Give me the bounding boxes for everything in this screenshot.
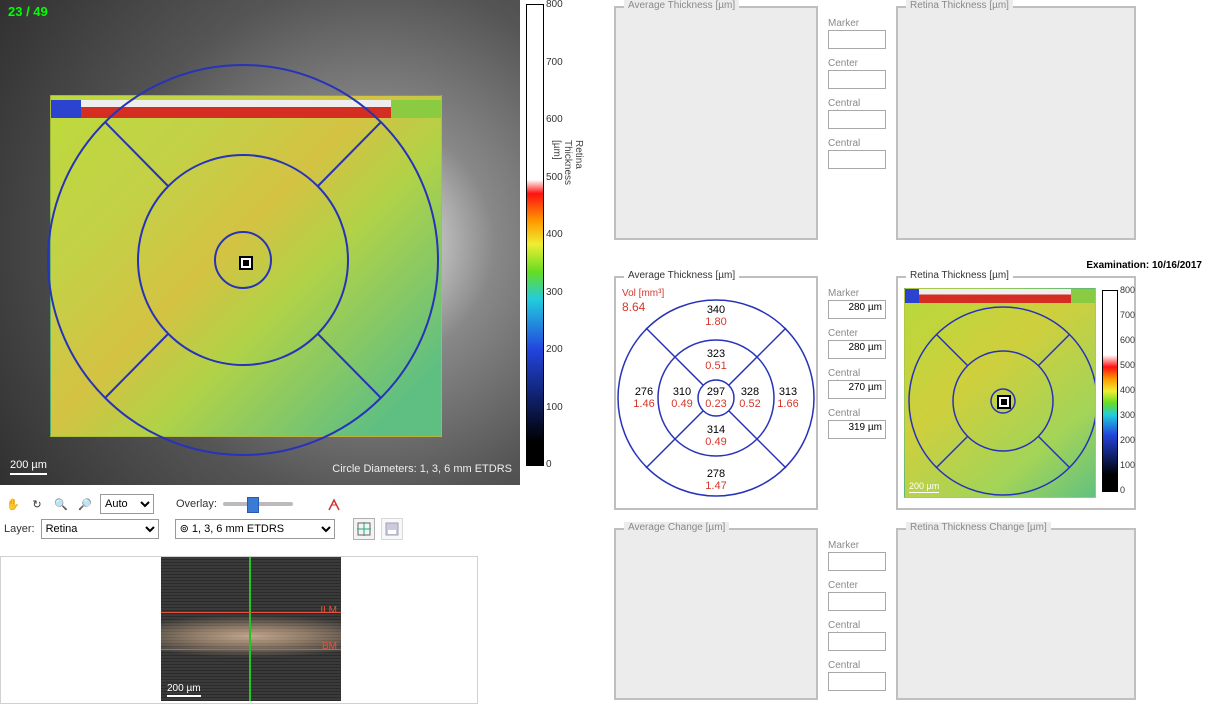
colorbar-tick: 300 [546, 287, 563, 298]
bscan-image[interactable]: ILM BM 200 µm [161, 557, 341, 701]
sector-inner_temp: 3100.49 [662, 386, 702, 410]
bscan-scale: 200 µm [167, 683, 201, 697]
fundus-main[interactable]: 23 / 49 200 µm Circle Diameters: 1 [0, 0, 520, 485]
avg-thickness-top-title: Average Thickness [µm] [624, 0, 739, 11]
sector-outer_inf: 2781.47 [696, 468, 736, 492]
colorbar-tick: 400 [546, 229, 563, 240]
retina-thickness-top-title: Retina Thickness [µm] [906, 0, 1013, 11]
avg-thickness-mid: Average Thickness [µm] Vol [mm³] [614, 276, 818, 510]
mini-fixation[interactable] [997, 395, 1011, 409]
zoom-mode-select[interactable]: Auto [100, 494, 154, 514]
avg-thickness-top: Average Thickness [µm] [614, 6, 818, 240]
avg-change-title: Average Change [µm] [624, 522, 729, 533]
mini-colorbar-tick: 700 [1120, 310, 1135, 320]
vol-value: 8.64 [622, 300, 645, 314]
meas-label-center: Center [828, 328, 858, 339]
sector-outer_temp: 2761.46 [624, 386, 664, 410]
sector-outer_sup: 3401.80 [696, 304, 736, 328]
mini-scale: 200 µm [909, 481, 939, 493]
meas-label-center: Center [828, 580, 858, 591]
zoom-out-icon[interactable]: 🔎 [76, 495, 94, 513]
thickness-heatmap [50, 95, 442, 437]
mini-colorbar-tick: 600 [1120, 335, 1135, 345]
mini-colorbar-tick: 0 [1120, 485, 1125, 495]
heatmap-scan-bar [51, 96, 441, 124]
mini-colorbar: 8007006005004003002001000 [1102, 290, 1118, 492]
retina-change-title: Retina Thickness Change [µm] [906, 522, 1051, 533]
frame-counter: 23 / 49 [8, 4, 48, 19]
layer-label: Layer: [4, 523, 35, 535]
meas-label-center: Center [828, 58, 858, 69]
zoom-in-icon[interactable]: 🔍 [52, 495, 70, 513]
overlay-slider[interactable] [223, 502, 293, 506]
colorbar-tick: 800 [546, 0, 563, 10]
toolbar: ✋ ↻ 🔍 🔎 Auto Overlay: Layer: Retina ⊚ 1,… [0, 490, 480, 552]
hand-icon[interactable]: ✋ [4, 495, 22, 513]
sector-inner_nasal: 3280.52 [730, 386, 770, 410]
meas-field-marker[interactable] [828, 30, 886, 49]
circle-diameters-note: Circle Diameters: 1, 3, 6 mm ETDRS [332, 463, 512, 475]
meas-label-marker: Marker [828, 18, 859, 29]
sector-outer_nasal: 3131.66 [768, 386, 808, 410]
scale-bar: 200 µm [10, 459, 47, 475]
examination-date: Examination: 10/16/2017 [1086, 260, 1202, 271]
branch-icon[interactable] [325, 495, 343, 513]
bm-label: BM [322, 641, 337, 652]
ilm-label: ILM [320, 605, 337, 616]
meas-field-central-min[interactable] [828, 632, 886, 651]
meas-label-marker: Marker [828, 288, 859, 299]
meas-field-central-min[interactable] [828, 110, 886, 129]
bscan-panel: ILM BM 200 µm [0, 556, 478, 704]
colorbar-label: Retina Thickness [µm] [551, 140, 584, 200]
overlay-label: Overlay: [176, 498, 217, 510]
rotate-icon[interactable]: ↻ [28, 495, 46, 513]
retina-change-bottom: Retina Thickness Change [µm] [896, 528, 1136, 700]
mini-heatmap[interactable]: 200 µm [904, 288, 1096, 498]
meas-field-marker[interactable]: 280 µm [828, 300, 886, 319]
save-icon[interactable] [381, 518, 403, 540]
colorbar-tick: 600 [546, 114, 563, 125]
mini-colorbar-tick: 200 [1120, 435, 1135, 445]
meas-field-central-min[interactable]: 270 µm [828, 380, 886, 399]
retina-thickness-mid: Retina Thickness [µm] 200 µm [896, 276, 1136, 510]
meas-field-central-max[interactable] [828, 150, 886, 169]
meas-field-marker[interactable] [828, 552, 886, 571]
sector-inner_inf: 3140.49 [696, 424, 736, 448]
layer-select[interactable]: Retina [41, 519, 159, 539]
retina-thickness-top: Retina Thickness [µm] [896, 6, 1136, 240]
mini-colorbar-tick: 100 [1120, 460, 1135, 470]
ilm-line [161, 612, 341, 613]
colorbar-tick: 200 [546, 344, 563, 355]
mini-colorbar-tick: 500 [1120, 360, 1135, 370]
meas-field-central-max[interactable]: 319 µm [828, 420, 886, 439]
grid-select[interactable]: ⊚ 1, 3, 6 mm ETDRS [175, 519, 335, 539]
meas-field-center[interactable] [828, 70, 886, 89]
vol-label: Vol [mm³] [622, 288, 664, 299]
retina-thickness-mid-title: Retina Thickness [µm] [906, 270, 1013, 281]
avg-change-bottom: Average Change [µm] [614, 528, 818, 700]
meas-field-center[interactable] [828, 592, 886, 611]
fixation-marker[interactable] [239, 256, 253, 270]
bscan-position-line[interactable] [249, 557, 251, 701]
mini-colorbar-tick: 300 [1120, 410, 1135, 420]
mini-colorbar-tick: 800 [1120, 285, 1135, 295]
meas-field-central-max[interactable] [828, 672, 886, 691]
meas-label-marker: Marker [828, 540, 859, 551]
colorbar-tick: 0 [546, 459, 552, 470]
meas-field-center[interactable]: 280 µm [828, 340, 886, 359]
avg-thickness-mid-title: Average Thickness [µm] [624, 270, 739, 281]
sector-inner_sup: 3230.51 [696, 348, 736, 372]
bm-line [161, 649, 341, 650]
colorbar-tick: 700 [546, 57, 563, 68]
mini-colorbar-tick: 400 [1120, 385, 1135, 395]
colorbar-tick: 100 [546, 402, 563, 413]
mini-etdrs [905, 289, 1095, 497]
colorbar: 8007006005004003002001000 Retina Thickne… [524, 0, 580, 485]
center-icon[interactable] [353, 518, 375, 540]
